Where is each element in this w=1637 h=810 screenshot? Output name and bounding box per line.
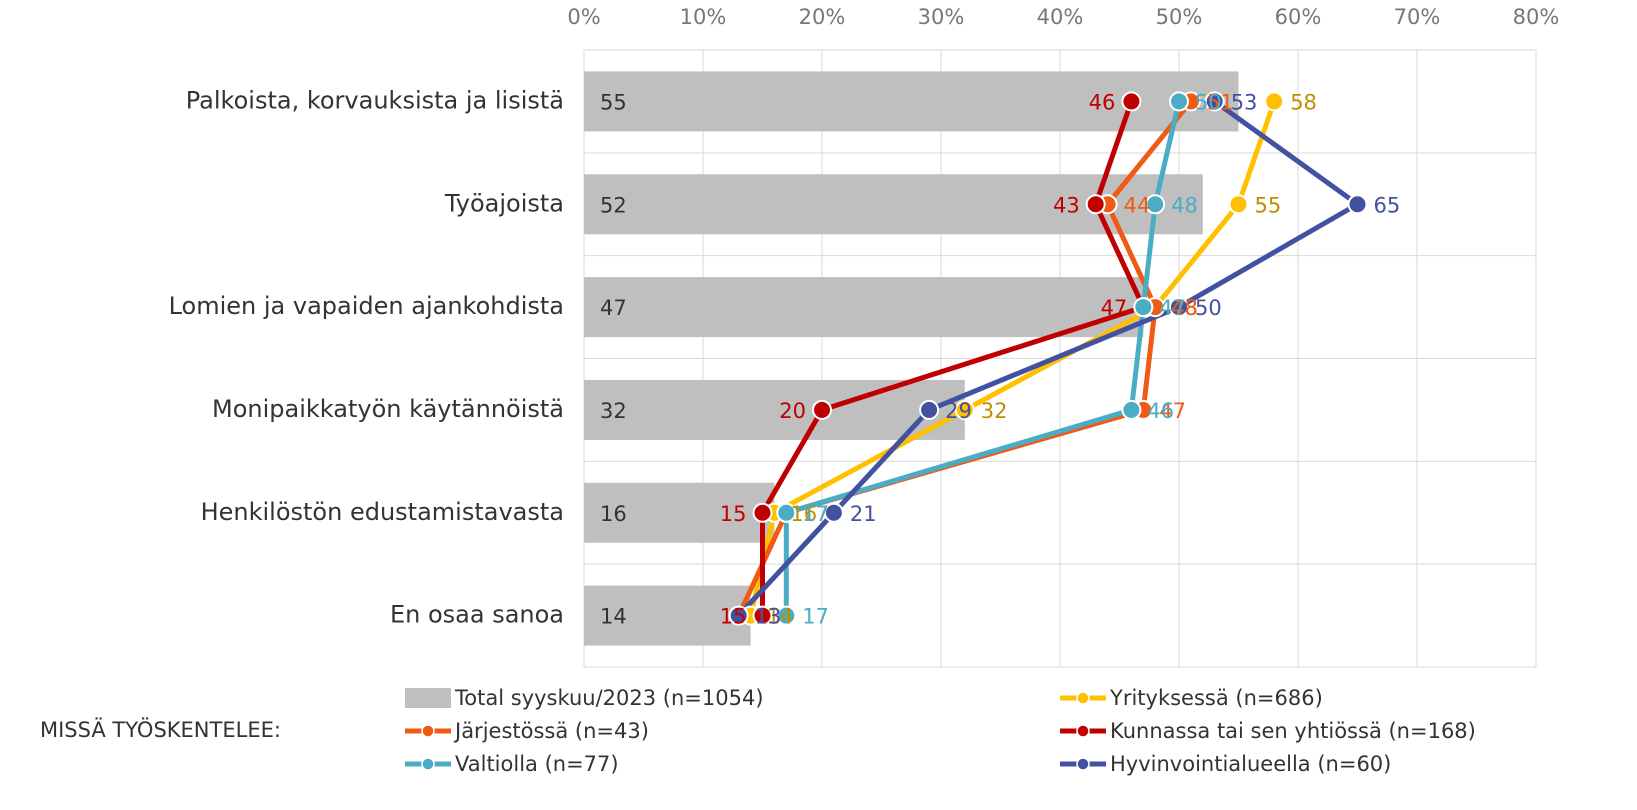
- data-label: 15: [720, 502, 747, 526]
- series-marker: [752, 502, 773, 523]
- legend-label: Yrityksessä (n=686): [1109, 686, 1323, 710]
- legend-label: Total syyskuu/2023 (n=1054): [454, 686, 764, 710]
- series-marker: [1121, 399, 1142, 420]
- legend-label: Hyvinvointialueella (n=60): [1110, 752, 1391, 776]
- series-marker: [1264, 91, 1285, 112]
- series-marker: [1347, 194, 1368, 215]
- series-marker: [728, 605, 749, 626]
- data-label: 43: [1053, 193, 1080, 217]
- series-line: [736, 99, 1193, 617]
- data-label: 29: [945, 399, 972, 423]
- bar-label: 16: [600, 502, 627, 526]
- data-label: 44: [1124, 193, 1151, 217]
- bar-label: 14: [600, 605, 627, 629]
- series-marker: [1121, 91, 1142, 112]
- series-marker: [1169, 91, 1189, 112]
- data-label: 17: [802, 502, 829, 526]
- series-marker: [1133, 297, 1154, 318]
- data-label: 47: [1159, 296, 1186, 320]
- data-label: 58: [1290, 90, 1317, 114]
- data-label: 50: [1195, 296, 1222, 320]
- legend-swatch: [1076, 691, 1090, 705]
- series-marker: [823, 502, 844, 523]
- data-label: 47: [1159, 399, 1186, 423]
- data-label: 15: [720, 605, 747, 629]
- legend-title: MISSÄ TYÖSKENTELEE:: [40, 717, 281, 742]
- series-marker: [919, 399, 940, 420]
- bar-label: 55: [600, 90, 627, 114]
- category-label: Henkilöstön edustamistavasta: [201, 498, 564, 526]
- x-tick-label: 40%: [1037, 5, 1084, 29]
- data-label: 20: [779, 399, 806, 423]
- data-label: 16: [790, 502, 817, 526]
- data-label: 14: [767, 605, 794, 629]
- data-label: 46: [1089, 90, 1116, 114]
- bar: [584, 379, 965, 440]
- category-label: Lomien ja vapaiden ajankohdista: [169, 292, 564, 320]
- series-marker: [776, 605, 797, 626]
- data-label: 17: [802, 605, 829, 629]
- data-label: 21: [850, 502, 877, 526]
- legend-swatch: [1076, 724, 1090, 738]
- data-label: 48: [1171, 296, 1198, 320]
- data-label: 13: [755, 605, 782, 629]
- legend-label: Kunnassa tai sen yhtiössä (n=168): [1110, 719, 1476, 743]
- data-label: 13: [755, 605, 782, 629]
- category-label: Palkoista, korvauksista ja lisistä: [186, 86, 564, 114]
- x-tick-label: 50%: [1156, 5, 1203, 29]
- data-label: 32: [981, 399, 1008, 423]
- x-tick-label: 60%: [1275, 5, 1322, 29]
- category-label: En osaa sanoa: [390, 601, 564, 629]
- series-marker: [1204, 91, 1225, 112]
- legend-swatch: [421, 724, 435, 738]
- x-tick-label: 0%: [567, 5, 600, 29]
- series-line: [736, 99, 1360, 618]
- data-label: 65: [1374, 193, 1401, 217]
- series-marker: [1085, 194, 1106, 215]
- series-marker: [1169, 297, 1189, 318]
- series-marker: [1228, 194, 1249, 215]
- data-label: 48: [1171, 193, 1198, 217]
- series-marker: [954, 399, 975, 420]
- series-marker: [812, 399, 832, 420]
- legend-swatch: [421, 757, 435, 771]
- bar-label: 52: [600, 193, 627, 217]
- bar: [584, 277, 1144, 338]
- legend-swatch: [405, 688, 451, 708]
- legend-swatch: [1076, 757, 1090, 771]
- bar: [584, 482, 775, 543]
- data-label: 51: [1207, 90, 1234, 114]
- x-tick-label: 20%: [799, 5, 846, 29]
- category-label: Työajoista: [444, 189, 564, 217]
- x-tick-label: 10%: [680, 5, 727, 29]
- category-label: Monipaikkatyön käytännöistä: [212, 395, 564, 423]
- series-marker: [776, 502, 797, 523]
- data-label: 50: [1195, 90, 1222, 114]
- data-label: 55: [1255, 193, 1282, 217]
- legend-label: Valtiolla (n=77): [455, 752, 619, 776]
- series-line: [760, 100, 1146, 616]
- data-label: 17: [802, 502, 829, 526]
- x-tick-label: 30%: [918, 5, 965, 29]
- data-label: 47: [1101, 296, 1128, 320]
- x-tick-label: 70%: [1394, 5, 1441, 29]
- legend-label: Järjestössä (n=43): [453, 719, 649, 743]
- series-line: [783, 100, 1182, 616]
- x-tick-label: 80%: [1513, 5, 1560, 29]
- series-marker: [752, 605, 773, 626]
- data-label: 48: [1171, 296, 1198, 320]
- data-label: 46: [1147, 399, 1174, 423]
- data-label: 53: [1231, 90, 1258, 114]
- series-marker: [1145, 194, 1166, 215]
- bar: [584, 585, 751, 646]
- bar-label: 47: [600, 296, 627, 320]
- bar-label: 32: [600, 399, 627, 423]
